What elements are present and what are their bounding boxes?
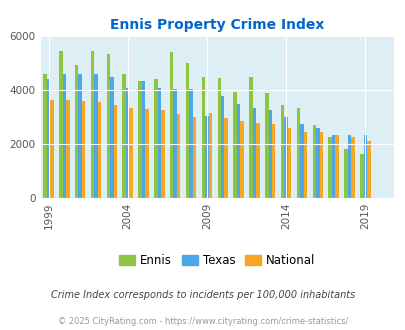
Bar [208, 113, 212, 198]
Bar [98, 102, 101, 198]
Bar [335, 135, 338, 198]
Bar [328, 137, 331, 198]
Bar [138, 81, 141, 198]
Bar [362, 135, 366, 198]
Bar [141, 81, 145, 198]
Bar [107, 54, 110, 198]
Bar [62, 74, 66, 198]
Bar [113, 105, 117, 198]
Bar [224, 118, 228, 198]
Bar [192, 117, 196, 198]
Bar [157, 87, 161, 198]
Bar [331, 135, 335, 198]
Bar [78, 74, 82, 198]
Bar [249, 77, 252, 198]
Bar [59, 51, 62, 198]
Bar [205, 116, 208, 198]
Bar [129, 108, 132, 198]
Bar [75, 65, 78, 198]
Bar [126, 87, 129, 198]
Legend: Ennis, Texas, National: Ennis, Texas, National [114, 249, 320, 272]
Bar [280, 105, 284, 198]
Bar [264, 93, 268, 198]
Bar [145, 109, 148, 198]
Bar [217, 78, 220, 198]
Bar [173, 89, 177, 198]
Bar [122, 74, 126, 198]
Bar [271, 124, 275, 198]
Bar [189, 89, 192, 198]
Bar [220, 96, 224, 198]
Bar [319, 132, 322, 198]
Bar [299, 124, 303, 198]
Bar [201, 77, 205, 198]
Bar [91, 51, 94, 198]
Bar [170, 52, 173, 198]
Bar [303, 132, 307, 198]
Bar [312, 125, 315, 198]
Bar [161, 111, 164, 198]
Bar [252, 108, 256, 198]
Bar [296, 108, 299, 198]
Bar [66, 100, 69, 198]
Bar [110, 77, 113, 198]
Bar [366, 141, 370, 198]
Bar [359, 153, 362, 198]
Bar [43, 74, 47, 198]
Bar [284, 117, 287, 198]
Bar [94, 74, 98, 198]
Bar [50, 100, 53, 198]
Text: Crime Index corresponds to incidents per 100,000 inhabitants: Crime Index corresponds to incidents per… [51, 290, 354, 300]
Bar [350, 137, 354, 198]
Bar [287, 128, 291, 198]
Bar [236, 104, 240, 198]
Text: © 2025 CityRating.com - https://www.cityrating.com/crime-statistics/: © 2025 CityRating.com - https://www.city… [58, 317, 347, 326]
Bar [268, 111, 271, 198]
Bar [315, 128, 319, 198]
Bar [347, 135, 350, 198]
Title: Ennis Property Crime Index: Ennis Property Crime Index [110, 18, 324, 32]
Bar [233, 91, 236, 198]
Bar [82, 101, 85, 198]
Bar [185, 63, 189, 198]
Bar [154, 80, 157, 198]
Bar [343, 149, 347, 198]
Bar [240, 121, 243, 198]
Bar [256, 122, 259, 198]
Bar [177, 115, 180, 198]
Bar [47, 80, 50, 198]
